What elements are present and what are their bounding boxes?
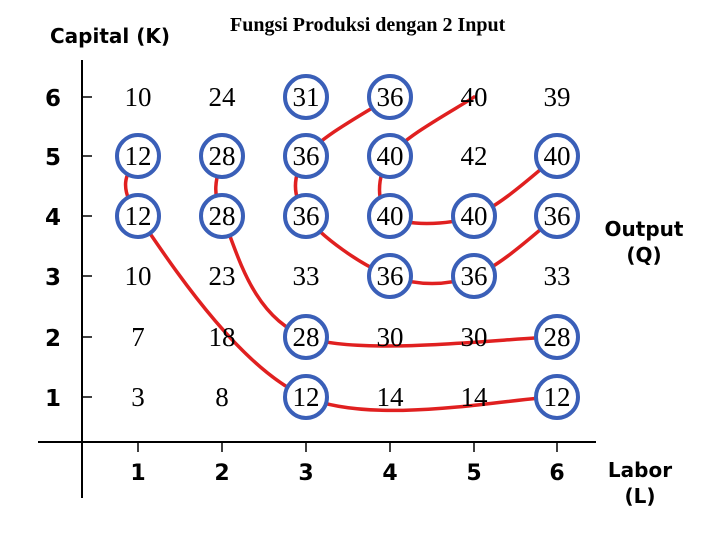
x-tick-label-4: 4 [382,461,397,486]
cell-value-l1-k3: 10 [125,261,152,291]
isoquant-curve-28 [214,154,559,348]
cell-value-l2-k5: 28 [209,141,236,171]
cell-value-l3-k4: 36 [293,201,320,231]
circle-l2-k4 [199,193,245,239]
circle-l6-k1 [534,374,580,420]
cell-value-l1-k4: 12 [125,201,152,231]
cell-value-l3-k1: 12 [293,382,320,412]
circle-l3-k1 [283,374,329,420]
y-axis-label: Capital (K) [50,24,170,48]
cell-value-l6-k5: 40 [544,141,571,171]
circle-l5-k3 [451,253,497,299]
cell-value-l3-k3: 33 [293,261,320,291]
circle-l6-k2 [534,314,580,360]
y-tick-label-3: 3 [45,265,61,291]
cell-value-l5-k6: 40 [461,82,488,112]
cell-value-l6-k6: 39 [544,82,571,112]
output-label: Output (Q) [596,216,692,268]
y-tick-label-5: 5 [45,145,61,171]
cell-value-l6-k1: 12 [544,382,571,412]
circle-l2-k5 [199,133,245,179]
cell-value-l4-k6: 36 [377,82,404,112]
cell-value-l4-k2: 30 [377,322,404,352]
x-tick-label-6: 6 [549,461,564,486]
cell-value-l4-k3: 36 [377,261,404,291]
cell-value-l2-k3: 23 [209,261,236,291]
cell-value-l4-k5: 40 [377,141,404,171]
diagram-title: Fungsi Produksi dengan 2 Input [230,14,506,36]
cell-value-l4-k4: 40 [377,201,404,231]
x-tick-label-1: 1 [130,461,145,486]
circle-l6-k5 [534,133,580,179]
cell-value-l6-k4: 36 [544,201,571,231]
cell-value-l5-k5: 42 [461,141,488,171]
cell-value-l1-k6: 10 [125,82,152,112]
circle-l4-k3 [367,253,413,299]
y-tick-label-4: 4 [45,205,61,231]
cell-value-l3-k5: 36 [293,141,320,171]
cell-value-l3-k2: 28 [293,322,320,352]
cell-value-l5-k2: 30 [461,322,488,352]
cell-value-l6-k2: 28 [544,322,571,352]
cell-value-l5-k3: 36 [461,261,488,291]
circle-l3-k2 [283,314,329,360]
y-tick-label-6: 6 [45,86,61,112]
circle-l3-k4 [283,193,329,239]
x-tick-label-5: 5 [466,461,481,486]
circle-l6-k4 [534,193,580,239]
x-axis-label: Labor (L) [598,457,682,509]
x-axis-label-line1: Labor [607,458,673,482]
cell-value-l6-k3: 33 [544,261,571,291]
y-tick-label-2: 2 [45,326,61,352]
y-tick-label-1: 1 [45,386,61,412]
cell-value-l1-k5: 12 [125,141,152,171]
cell-value-l2-k4: 28 [209,201,236,231]
cell-value-l2-k2: 18 [209,322,236,352]
cell-value-l5-k4: 40 [461,201,488,231]
x-axis-label-line2: (L) [624,484,656,508]
circle-l4-k6 [367,74,413,120]
cell-value-l4-k1: 14 [377,382,405,412]
circle-l4-k4 [367,193,413,239]
x-tick-label-3: 3 [298,461,313,486]
output-label-line1: Output [604,217,684,241]
cell-value-l2-k6: 24 [209,82,237,112]
output-label-line2: (Q) [626,243,662,267]
circle-l1-k4 [115,193,161,239]
cell-value-l5-k1: 14 [461,382,489,412]
circle-l4-k5 [367,133,413,179]
cell-value-l2-k1: 8 [215,382,229,412]
isoquant-curve-12 [123,154,559,413]
cell-value-l1-k2: 7 [131,322,145,352]
circle-l3-k6 [283,74,329,120]
cell-value-l1-k1: 3 [131,382,145,412]
x-tick-label-2: 2 [214,461,229,486]
circle-l5-k4 [451,193,497,239]
cell-value-l3-k6: 31 [293,82,320,112]
circle-l3-k5 [283,133,329,179]
circle-l1-k5 [115,133,161,179]
